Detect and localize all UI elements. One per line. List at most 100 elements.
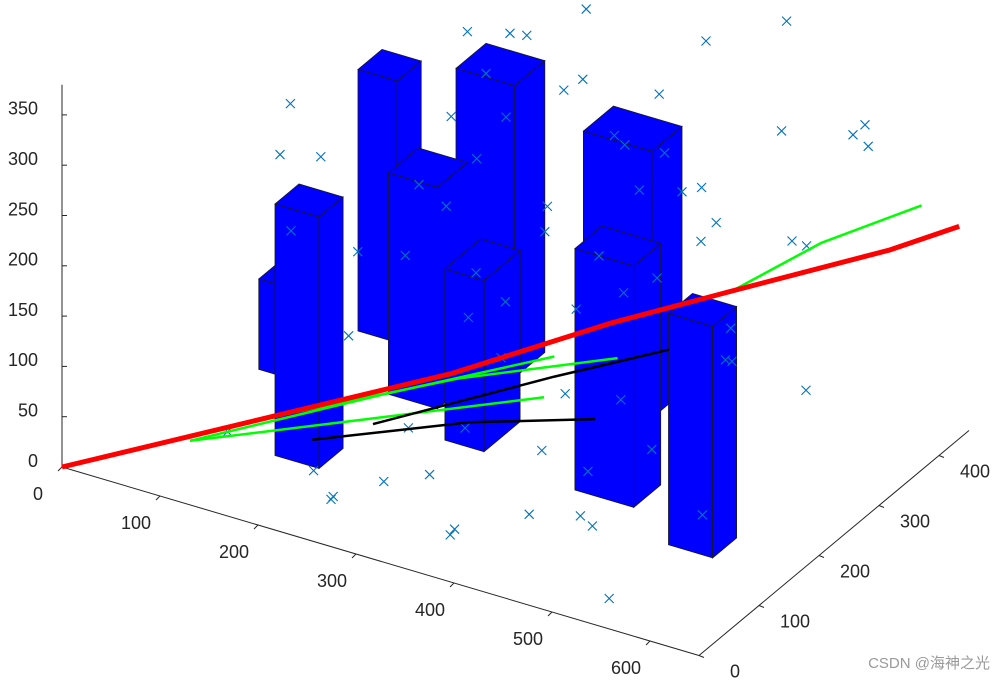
y-tick [878,505,885,508]
z-tick-label: 300 [8,149,38,169]
x-tick-label: 600 [611,658,641,678]
scatter-point [471,153,482,164]
scatter-point [615,394,626,405]
scatter-point [343,330,354,341]
box-top [444,238,521,282]
scatter-point [352,246,363,257]
scatter-point [326,494,336,505]
box-top [455,42,546,87]
x-tick [645,640,651,646]
scatter-point [646,444,657,455]
scatter-point [711,217,722,228]
path-line [311,417,596,442]
scatter-point [441,201,452,212]
x-tick-label: 300 [317,571,347,591]
scatter-point [587,521,598,531]
scatter-point [860,119,870,130]
y-tick [818,555,825,558]
axis-line [61,466,700,656]
x-tick [57,466,63,472]
axis-line [698,430,970,656]
scatter-point [654,89,665,99]
x-tick [547,611,553,617]
scatter-point [619,140,630,150]
scatter-point [652,273,662,283]
scatter-point [848,129,858,140]
box-front [574,248,635,508]
x-tick [351,553,357,559]
scatter-point [696,236,706,247]
z-tick-label: 100 [8,350,38,370]
box-front [387,172,438,410]
scatter-point [414,179,424,190]
scatter-point [701,36,711,46]
scatter-point [609,130,620,141]
scatter-point [308,465,319,476]
scatter-point [501,112,511,123]
z-tick-label: 50 [18,400,38,420]
scatter-point [445,529,456,540]
scatter-point [463,312,474,323]
scatter-point [524,509,535,520]
path-line [61,224,961,470]
z-tick-label: 200 [8,250,38,270]
y-tick [698,655,705,658]
scatter-point [618,287,629,298]
scatter-point [697,509,708,520]
scatter-point [634,185,645,195]
z-tick-label: 0 [28,451,38,471]
scatter-point [536,445,547,456]
scatter-point [677,186,687,197]
scatter-point [315,151,326,162]
x-tick [253,524,259,530]
box-top [274,183,344,218]
y-tick [758,605,765,608]
scatter-point [604,593,615,604]
scatter-point [696,182,707,193]
box-top [574,225,662,267]
scatter-point [581,4,592,14]
x-tick-label: 0 [33,484,43,504]
scatter-point [539,226,550,237]
scatter-point [378,476,389,487]
scatter-point [787,236,797,246]
scatter-point [521,30,532,41]
scatter-point [781,16,792,27]
scatter-point [575,511,586,521]
y-tick-label: 100 [780,611,810,631]
scatter-point [863,141,874,152]
z-tick-label: 150 [8,300,38,320]
box-side [712,305,737,559]
x-tick [155,495,161,501]
x-tick-label: 400 [415,600,445,620]
scatter-point [400,250,411,261]
box-top [582,105,683,152]
scatter-point [286,226,296,236]
x-tick-label: 500 [513,629,543,649]
scatter-point [583,466,593,477]
scatter-point [571,304,582,315]
scatter-point [727,356,737,367]
path-line [372,348,670,426]
scatter-point [471,268,481,278]
scatter-point [462,26,473,37]
scatter-point [594,251,604,261]
scatter-point [481,68,491,79]
y-tick-label: 400 [960,461,990,481]
scatter-point [558,85,569,95]
y-tick-label: 300 [900,511,930,531]
scatter-point [776,126,787,136]
scatter-point [505,28,515,39]
y-tick [938,455,945,458]
y-tick-label: 0 [730,661,740,681]
scatter-point [542,201,553,212]
scatter-point [275,149,285,160]
box-side [318,196,344,470]
box-side [633,242,662,509]
scatter-point [725,323,736,334]
scatter-point [577,74,588,85]
scatter-point [424,469,435,480]
x-tick-label: 200 [219,542,249,562]
